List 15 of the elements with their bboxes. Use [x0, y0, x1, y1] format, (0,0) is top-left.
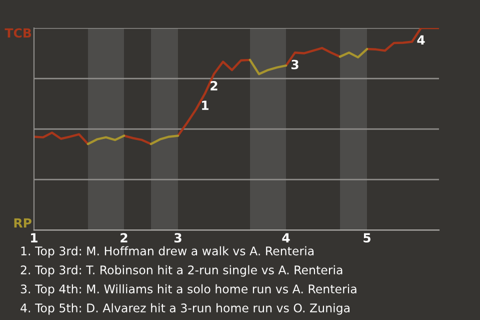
annotation: 3 [291, 60, 298, 70]
x-tick-label: 4 [282, 233, 290, 242]
text: TCB [4, 28, 32, 38]
annotation: 4 [417, 35, 425, 44]
text: 2. Top 3rd: T. Robinson hit a 2-run single vs A. Renteria [20, 265, 342, 277]
x-tick-label: 1 [31, 233, 38, 242]
text: 3. Top 4th: M. Williams hit a solo home run vs A. Renteria [20, 284, 356, 296]
annotation: 2 [210, 81, 218, 90]
x-tick-label: 5 [364, 233, 370, 243]
x-tick-label: 3 [174, 233, 182, 243]
x-tick-label: 2 [120, 233, 128, 242]
text: RP [14, 218, 32, 228]
text: 4. Top 5th: D. Alvarez hit a 3-run home run vs O. Zuniga [20, 303, 350, 315]
annotation: 1 [202, 100, 208, 110]
text: 1. Top 3rd: M. Hoffman drew a walk vs A. Renteria [21, 246, 314, 258]
